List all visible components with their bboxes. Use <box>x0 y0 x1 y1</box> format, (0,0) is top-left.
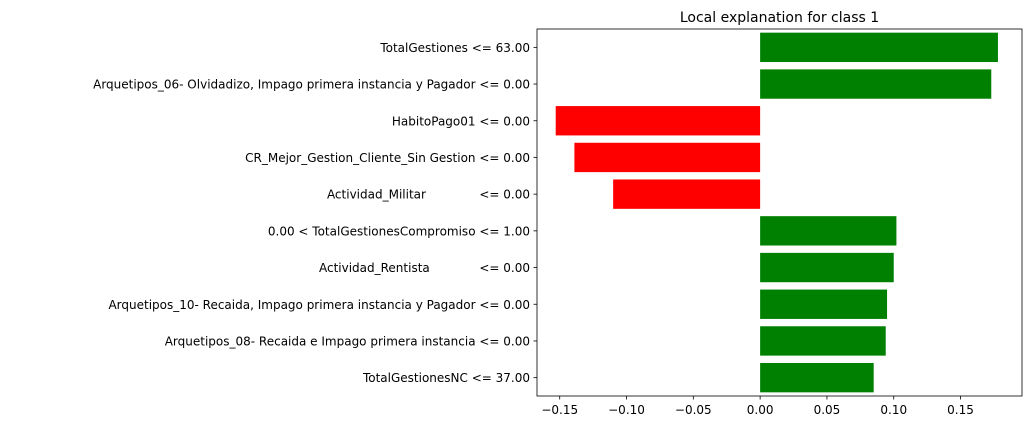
bar <box>574 142 761 173</box>
y-tick-label: Actividad_Rentista <= 0.00 <box>319 261 530 275</box>
y-tick-label: Arquetipos_06- Olvidadizo, Impago primer… <box>93 78 530 92</box>
plot-frame <box>536 28 1023 397</box>
x-tick-label: −0.10 <box>608 403 645 417</box>
y-tick-label: TotalGestiones <= 63.00 <box>379 41 530 55</box>
bar <box>555 106 761 136</box>
y-tick-label: Actividad_Militar <= 0.00 <box>327 188 530 202</box>
bar <box>760 289 888 319</box>
x-axis-ticks: −0.15 −0.10 −0.05 0.00 0.05 0.10 0.15 <box>541 396 974 417</box>
bar <box>760 252 894 283</box>
y-tick-label: TotalGestionesNC <= 37.00 <box>362 371 530 385</box>
x-tick-label: −0.15 <box>541 403 578 417</box>
y-tick-label: CR_Mejor_Gestion_Cliente_Sin Gestion <= … <box>245 151 530 165</box>
bar <box>760 32 998 63</box>
x-tick-label: 0.05 <box>814 403 841 417</box>
bars-group <box>555 32 998 393</box>
bar <box>760 69 992 99</box>
y-tick-label: Arquetipos_10- Recaida, Impago primera i… <box>108 298 530 312</box>
bar <box>760 216 897 246</box>
bar <box>760 362 874 393</box>
y-tick-label: 0.00 < TotalGestionesCompromiso <= 1.00 <box>268 224 530 238</box>
y-tick-label: HabitoPago01 <= 0.00 <box>392 114 530 128</box>
x-tick-label: 0.10 <box>880 403 907 417</box>
x-tick-label: 0.15 <box>947 403 974 417</box>
y-tick-label: Arquetipos_08- Recaida e Impago primera … <box>165 334 530 348</box>
chart-title: Local explanation for class 1 <box>680 10 879 26</box>
y-axis-ticks: TotalGestiones <= 63.00 Arquetipos_06- Ol… <box>93 41 537 385</box>
x-tick-label: −0.05 <box>675 403 712 417</box>
bar <box>613 179 761 209</box>
x-tick-label: 0.00 <box>747 403 774 417</box>
bar <box>760 326 886 356</box>
